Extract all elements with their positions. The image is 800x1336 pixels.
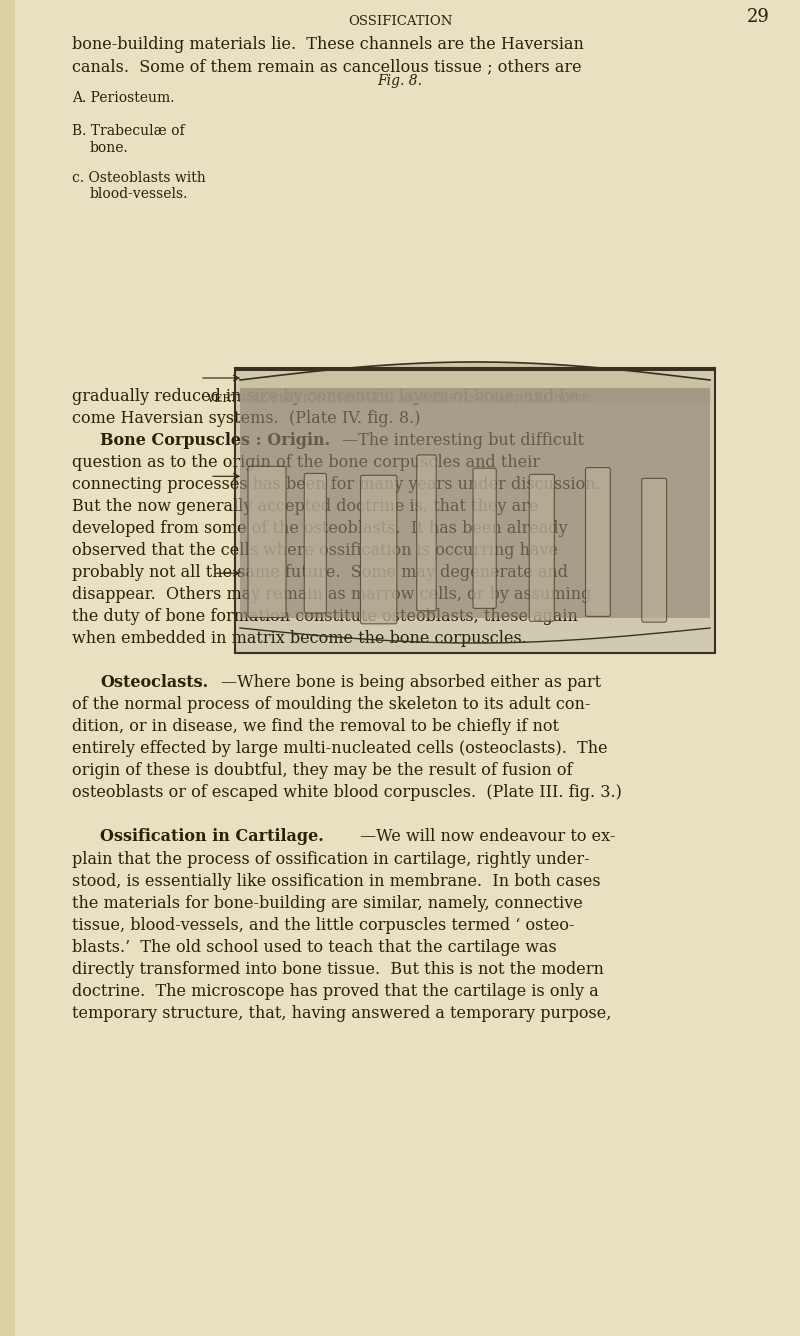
Text: —The interesting but difficult: —The interesting but difficult (342, 432, 584, 449)
Text: canals.  Some of them remain as cancellous tissue ; others are: canals. Some of them remain as cancellou… (72, 57, 582, 75)
FancyBboxPatch shape (473, 468, 496, 608)
Text: gradually reduced in size by concentric layers of bone, and be-: gradually reduced in size by concentric … (72, 387, 585, 405)
Text: of the normal process of moulding the skeleton to its adult con-: of the normal process of moulding the sk… (72, 696, 590, 713)
Text: 29: 29 (746, 8, 770, 25)
Text: A. Periosteum.: A. Periosteum. (72, 91, 174, 106)
Text: blood-vessels.: blood-vessels. (90, 187, 188, 200)
Text: the duty of bone formation constitute osteoblasts, these again: the duty of bone formation constitute os… (72, 608, 578, 625)
Text: stood, is essentially like ossification in membrane.  In both cases: stood, is essentially like ossification … (72, 872, 601, 890)
FancyBboxPatch shape (235, 367, 715, 653)
Text: observed that the cells where ossification is occurring have: observed that the cells where ossificati… (72, 542, 558, 558)
FancyBboxPatch shape (304, 473, 326, 613)
Text: c. Osteoblasts with: c. Osteoblasts with (72, 171, 206, 184)
Text: bone.: bone. (90, 142, 129, 155)
Text: the materials for bone-building are similar, namely, connective: the materials for bone-building are simi… (72, 895, 582, 912)
Text: VERTICAL SECTION THROUGH AN OSSIFYING PARIETAL BONE.: VERTICAL SECTION THROUGH AN OSSIFYING PA… (206, 394, 594, 403)
Text: —Where bone is being absorbed either as part: —Where bone is being absorbed either as … (221, 673, 601, 691)
FancyBboxPatch shape (248, 466, 286, 617)
Text: dition, or in disease, we find the removal to be chiefly if not: dition, or in disease, we find the remov… (72, 717, 559, 735)
FancyBboxPatch shape (417, 456, 436, 611)
Text: tissue, blood-vessels, and the little corpuscles termed ‘ osteo-: tissue, blood-vessels, and the little co… (72, 916, 574, 934)
Text: osteoblasts or of escaped white blood corpuscles.  (Plate III. fig. 3.): osteoblasts or of escaped white blood co… (72, 784, 622, 802)
Text: disappear.  Others may remain as marrow cells, or by assuming: disappear. Others may remain as marrow c… (72, 587, 591, 603)
Text: bone-building materials lie.  These channels are the Haversian: bone-building materials lie. These chann… (72, 36, 584, 53)
Text: Osteoclasts.: Osteoclasts. (100, 673, 208, 691)
Text: developed from some of the osteoblasts.  It has been already: developed from some of the osteoblasts. … (72, 520, 568, 537)
Text: Bone Corpuscles : Origin.: Bone Corpuscles : Origin. (100, 432, 330, 449)
Bar (0, 0, 15, 1336)
Text: connecting processes has been for many years under discussion.: connecting processes has been for many y… (72, 476, 601, 493)
Text: blasts.’  The old school used to teach that the cartilage was: blasts.’ The old school used to teach th… (72, 939, 557, 957)
Text: But the now generally accepted doctrine is, that they are: But the now generally accepted doctrine … (72, 498, 538, 514)
Text: directly transformed into bone tissue.  But this is not the modern: directly transformed into bone tissue. B… (72, 961, 604, 978)
Text: OSSIFICATION: OSSIFICATION (348, 15, 452, 28)
Text: temporary structure, that, having answered a temporary purpose,: temporary structure, that, having answer… (72, 1005, 611, 1022)
FancyBboxPatch shape (586, 468, 610, 616)
Text: come Haversian systems.  (Plate IV. fig. 8.): come Haversian systems. (Plate IV. fig. … (72, 410, 421, 428)
FancyBboxPatch shape (642, 478, 666, 623)
Text: when embedded in matrix become the bone corpuscles.: when embedded in matrix become the bone … (72, 631, 527, 647)
Text: —We will now endeavour to ex-: —We will now endeavour to ex- (360, 828, 615, 844)
FancyBboxPatch shape (530, 474, 554, 621)
Text: Fig. 8.: Fig. 8. (378, 73, 422, 88)
Text: probably not all the same future.  Some may degenerate and: probably not all the same future. Some m… (72, 564, 568, 581)
Text: question as to the origin of the bone corpuscles and their: question as to the origin of the bone co… (72, 454, 540, 472)
Text: doctrine.  The microscope has proved that the cartilage is only a: doctrine. The microscope has proved that… (72, 983, 598, 1001)
Text: plain that the process of ossification in cartilage, rightly under-: plain that the process of ossification i… (72, 851, 590, 868)
Text: entirely effected by large multi-nucleated cells (osteoclasts).  The: entirely effected by large multi-nucleat… (72, 740, 608, 758)
FancyBboxPatch shape (361, 476, 397, 624)
Bar (240, 387, 710, 619)
Text: origin of these is doubtful, they may be the result of fusion of: origin of these is doubtful, they may be… (72, 762, 573, 779)
Text: B. Trabeculæ of: B. Trabeculæ of (72, 124, 185, 138)
Text: Ossification in Cartilage.: Ossification in Cartilage. (100, 828, 324, 844)
